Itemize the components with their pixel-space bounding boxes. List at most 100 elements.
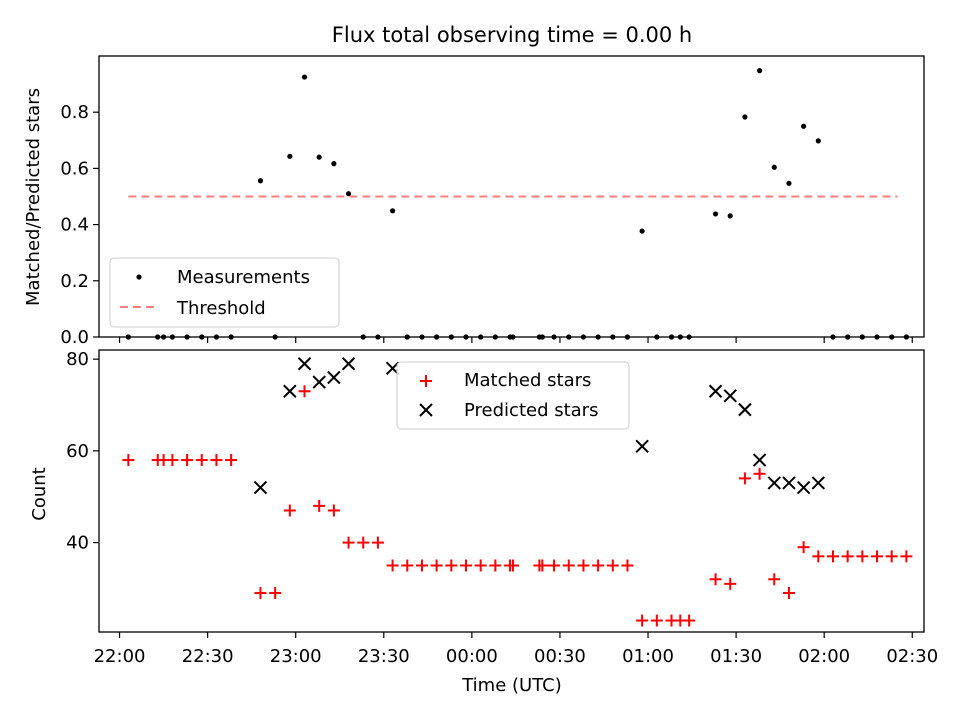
bottom-ytick-label: 80 xyxy=(66,349,89,370)
predicted-point xyxy=(283,384,297,398)
measurement-point xyxy=(815,138,821,144)
top-axes: 0.0 0.2 0.4 0.6 0.8 xyxy=(60,55,925,348)
predicted-point xyxy=(767,476,781,490)
matched-point xyxy=(506,559,519,572)
matched-point xyxy=(181,454,194,467)
matched-point xyxy=(459,559,472,572)
measurement-point xyxy=(771,164,777,170)
legend-marker-matched xyxy=(420,375,432,387)
matched-point xyxy=(636,614,649,627)
matched-point xyxy=(856,550,869,563)
predicted-point xyxy=(341,357,356,371)
legend-marker-measurements xyxy=(136,274,142,280)
matched-point xyxy=(166,454,179,467)
matched-point xyxy=(445,559,458,572)
matched-point xyxy=(592,559,605,572)
matched-point xyxy=(812,550,825,563)
matched-point xyxy=(298,385,311,398)
matched-point xyxy=(738,472,751,485)
matched-point xyxy=(357,536,370,549)
xtick-label: 02:00 xyxy=(798,646,850,667)
predicted-point xyxy=(635,439,649,453)
measurement-point xyxy=(301,74,308,80)
matched-point xyxy=(386,559,399,572)
bottom-ylabel: Count xyxy=(29,467,50,520)
xtick-label: 02:30 xyxy=(886,646,938,667)
xtick-label: 22:30 xyxy=(182,646,234,667)
predicted-point xyxy=(253,480,268,495)
matched-point xyxy=(401,559,414,572)
matched-point xyxy=(269,587,282,600)
measurement-point xyxy=(257,178,264,184)
chart-title: Flux total observing time = 0.00 h xyxy=(332,23,692,47)
predicted-point xyxy=(723,389,737,403)
matched-point xyxy=(474,559,487,572)
measurement-point xyxy=(287,153,293,159)
matched-point xyxy=(342,536,355,549)
matched-point xyxy=(753,467,766,480)
top-ytick-label: 0.8 xyxy=(60,102,89,123)
matched-point xyxy=(724,577,737,590)
matched-point xyxy=(782,587,795,600)
measurement-point xyxy=(727,213,733,219)
matched-point xyxy=(327,504,340,517)
bottom-ytick-label: 40 xyxy=(66,533,89,554)
matched-point xyxy=(489,559,502,572)
predicted-point xyxy=(708,384,723,398)
top-ytick-label: 0.2 xyxy=(60,271,89,292)
matched-point xyxy=(606,559,619,572)
predicted-point xyxy=(312,375,326,389)
matched-point xyxy=(841,550,854,563)
measurement-point xyxy=(742,114,748,120)
xtick-label: 23:30 xyxy=(358,646,410,667)
top-frame xyxy=(98,55,925,338)
xtick-label: 22:00 xyxy=(94,646,146,667)
matched-point xyxy=(430,559,443,572)
measurement-point xyxy=(801,123,807,129)
matched-point xyxy=(826,550,839,563)
matched-point xyxy=(683,614,696,627)
matched-point xyxy=(283,504,296,517)
top-legend: Measurements Threshold xyxy=(109,257,340,328)
predicted-point xyxy=(811,476,826,490)
measurement-point xyxy=(345,191,352,197)
matched-point xyxy=(225,454,238,467)
legend-marker-predicted xyxy=(419,403,433,417)
matched-point xyxy=(122,454,135,467)
xtick-label: 00:30 xyxy=(534,646,586,667)
matched-point xyxy=(650,614,663,627)
measurement-point xyxy=(331,161,337,167)
bottom-legend: Matched stars Predicted stars xyxy=(396,361,630,430)
matched-point xyxy=(562,559,575,572)
measurement-point xyxy=(639,228,645,234)
matched-point xyxy=(621,559,634,572)
xtick-label: 01:30 xyxy=(710,646,762,667)
matched-point xyxy=(195,454,208,467)
legend-label-predicted: Predicted stars xyxy=(464,400,598,421)
top-ylabel: Matched/Predicted stars xyxy=(23,88,44,306)
xtick-label: 01:00 xyxy=(622,646,674,667)
top-ytick-label: 0.0 xyxy=(60,327,89,348)
measurement-point xyxy=(756,68,763,74)
matched-point xyxy=(210,454,223,467)
xtick-label: 00:00 xyxy=(446,646,498,667)
matched-point xyxy=(768,573,781,586)
legend-label-threshold: Threshold xyxy=(176,298,266,319)
predicted-point xyxy=(796,480,811,495)
measurement-point xyxy=(786,180,792,186)
bottom-frame xyxy=(98,349,925,633)
xtick-label: 23:00 xyxy=(270,646,322,667)
legend-label-matched: Matched stars xyxy=(464,370,591,391)
predicted-point xyxy=(752,453,767,467)
matched-point xyxy=(254,587,267,600)
predicted-point xyxy=(782,476,796,490)
matched-point xyxy=(313,499,326,512)
measurement-point xyxy=(712,211,719,217)
matched-point xyxy=(536,559,549,572)
bottom-axes: 40 60 80 22:00 22:30 23:00 23:30 00:00 00:30 01:0… xyxy=(66,349,938,667)
predicted-point xyxy=(297,357,312,371)
measurement-point xyxy=(316,154,322,160)
matched-point xyxy=(900,550,913,563)
matched-point xyxy=(415,559,428,572)
